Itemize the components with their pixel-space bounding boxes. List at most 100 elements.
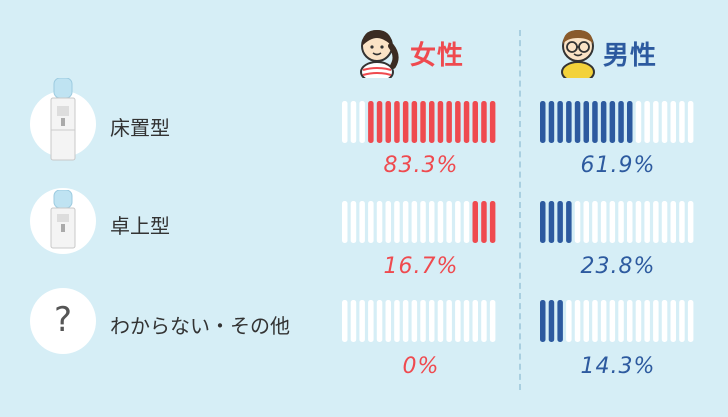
row-1-label: 床置型 [110, 116, 170, 140]
female-pct-row-2: 16.7% [383, 254, 459, 279]
female-bar-segment [429, 101, 435, 143]
row-3-icon-circle [30, 288, 96, 354]
male-bar-segment [670, 300, 676, 342]
female-bar-segment [376, 201, 383, 243]
male-bar-segment [644, 300, 650, 342]
legend-female-label: 女性 [410, 41, 465, 71]
male-bar-segment [548, 201, 555, 243]
female-bar-segment [402, 300, 409, 342]
female-bar-segment [359, 201, 365, 243]
female-bar-segment [455, 201, 461, 243]
series-divider [519, 30, 521, 390]
male-bar-segment [557, 101, 563, 143]
male-bar-segment [540, 101, 546, 143]
female-bar-segment [350, 300, 357, 342]
female-bar-segment [359, 300, 365, 342]
female-bar-segment [385, 101, 391, 143]
female-bar-segment [455, 101, 461, 143]
male-bar-segment [679, 101, 685, 143]
female-bar-segment [359, 101, 365, 143]
male-bar-segment [600, 201, 607, 243]
female-bar-segment [402, 201, 409, 243]
male-bar-segment [574, 201, 581, 243]
male-bar-segment [548, 300, 555, 342]
male-bar-segment [661, 201, 668, 243]
male-bar-segment [600, 300, 607, 342]
female-bar-segment [429, 201, 435, 243]
male-bar-segment [644, 101, 650, 143]
female-bar-segment [402, 101, 409, 143]
female-pct-row-1: 83.3% [383, 153, 459, 178]
female-bar-segment [437, 300, 444, 342]
female-bar-segment [481, 101, 487, 143]
female-bar-segment [472, 101, 478, 143]
row-2-label: 卓上型 [110, 214, 170, 238]
male-pct-row-2: 23.8% [580, 254, 656, 279]
female-bar-segment [368, 201, 374, 243]
male-bar-segment [583, 101, 589, 143]
female-bar-segment [463, 201, 470, 243]
male-bar-segment [618, 101, 624, 143]
male-bar-segment [627, 201, 633, 243]
female-pct-row-3: 0% [402, 354, 440, 379]
male-bar-segment [566, 201, 572, 243]
female-bar-segment [463, 300, 470, 342]
male-bar-segment [635, 201, 642, 243]
male-bar-segment [618, 201, 624, 243]
male-pct-row-1: 61.9% [580, 153, 656, 178]
male-bar-segment [670, 101, 676, 143]
male-bar-segment [661, 300, 668, 342]
female-bar-segment [420, 101, 426, 143]
female-bar-segment [342, 101, 348, 143]
female-bar-segment [394, 101, 400, 143]
male-bar-segment [557, 300, 563, 342]
female-bar-segment [350, 201, 357, 243]
female-bar-segment [376, 101, 383, 143]
male-bar-segment [583, 201, 589, 243]
male-bar-segment [627, 101, 633, 143]
male-bar-segment [687, 101, 694, 143]
male-bar-segment [557, 201, 563, 243]
female-bar-segment [446, 101, 452, 143]
male-bar-segment [661, 101, 668, 143]
female-bar-segment [385, 201, 391, 243]
female-bar-segment [463, 101, 470, 143]
male-bar-segment [653, 300, 659, 342]
male-bar-segment [592, 201, 598, 243]
male-bar-segment [609, 300, 616, 342]
female-bar-segment [489, 101, 496, 143]
female-bar-segment [446, 300, 452, 342]
female-bar-segment [368, 101, 374, 143]
female-bar-segment [429, 300, 435, 342]
male-bar-segment [644, 201, 650, 243]
male-bar-segment [635, 101, 642, 143]
male-pct-row-3: 14.3% [580, 354, 656, 379]
female-bar-segment [394, 300, 400, 342]
female-bar-segment [394, 201, 400, 243]
female-bar-segment [437, 201, 444, 243]
female-bar-segment [481, 201, 487, 243]
legend-male-label: 男性 [603, 41, 658, 71]
female-bar-segment [481, 300, 487, 342]
male-bar-segment [670, 201, 676, 243]
male-bar-segment [592, 300, 598, 342]
female-bar-segment [420, 300, 426, 342]
female-bar-segment [472, 201, 478, 243]
female-bar-segment [342, 201, 348, 243]
male-bar-segment [600, 101, 607, 143]
female-bar-segment [350, 101, 357, 143]
female-bar-segment [489, 300, 496, 342]
male-bar-segment [566, 101, 572, 143]
male-bar-segment [635, 300, 642, 342]
male-bar-segment [540, 201, 546, 243]
male-bar-segment [609, 101, 616, 143]
male-bar-segment [540, 300, 546, 342]
question-mark-icon: ? [53, 300, 73, 340]
female-bar-segment [437, 101, 444, 143]
male-bar-segment [618, 300, 624, 342]
male-bar-segment [592, 101, 598, 143]
male-bar-segment [653, 201, 659, 243]
male-bar-segment [687, 201, 694, 243]
